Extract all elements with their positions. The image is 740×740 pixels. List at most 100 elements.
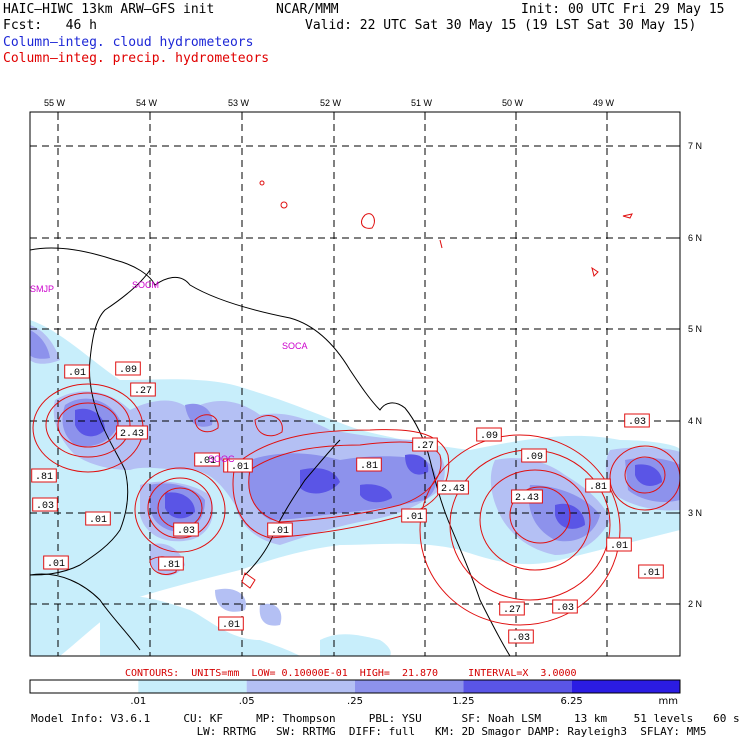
contour-label: 2.43 (120, 429, 144, 440)
lat-label: 5 N (688, 324, 702, 334)
contour-label-box (227, 458, 253, 473)
contour-label-box (158, 556, 184, 571)
lat-label: 3 N (688, 508, 702, 518)
contour-label-group: .01 .09 .27 2.43 .01 .03 .81 .03 .01 .03 .01 .81 .81… (31, 361, 664, 644)
shade-level-3 (30, 330, 680, 542)
colorbar-swatch (571, 680, 680, 693)
lon-label: 55 W (44, 98, 66, 108)
contour-label-box (115, 361, 141, 376)
colorbar-unit: mm (659, 696, 678, 707)
contour-label: .03 (36, 501, 54, 512)
contour-label-box (173, 522, 199, 537)
contour-label-box (43, 555, 69, 570)
contour-label: .27 (503, 605, 521, 616)
colorbar-swatch (138, 680, 247, 693)
map-frame (29, 111, 681, 657)
lon-labels: 55 W 54 W 53 W 52 W 51 W 50 W 49 W (44, 98, 615, 108)
colorbar-swatch (463, 680, 572, 693)
colorbar-tick-label: .01 (130, 696, 146, 707)
colorbar-tick-label: .05 (239, 696, 255, 707)
contour-label: .01 (231, 462, 249, 473)
org-label: NCAR/MMM (276, 2, 339, 17)
field-cloud-label: Column–integ. cloud hydrometeors (3, 35, 254, 50)
frame-ticks (57, 112, 680, 605)
contour-label: .03 (556, 603, 574, 614)
contour-label: 2.43 (515, 493, 539, 504)
contour-label-box (356, 457, 382, 472)
lon-label: 52 W (320, 98, 342, 108)
lon-label: 53 W (228, 98, 250, 108)
lat-label: 7 N (688, 141, 702, 151)
contour-label-box (499, 601, 525, 616)
valid-time: Valid: 22 UTC Sat 30 May 15 (19 LST Sat … (305, 18, 697, 33)
colorbar-swatch (30, 680, 139, 693)
contour-label: .81 (360, 461, 378, 472)
contour-info-line: CONTOURS: UNITS=mm LOW= 0.10000E-01 HIGH… (125, 668, 577, 679)
stations: SMJP SOCM SOCA SOOC (30, 280, 308, 464)
station-sooc: SOOC (208, 454, 235, 464)
init-time: Init: 00 UTC Fri 29 May 15 (521, 2, 725, 17)
contour-label-box (638, 564, 664, 579)
colorbar-frame (29, 679, 681, 694)
contour-label: 2.43 (441, 484, 465, 495)
contour-label: .03 (177, 526, 195, 537)
contour-label: .27 (416, 441, 434, 452)
contour-label-box (194, 452, 220, 467)
contour-label-box (511, 489, 543, 504)
contour-label-box (64, 364, 90, 379)
contour-label: .01 (89, 515, 107, 526)
latlon-grid (30, 112, 680, 656)
station-socm: SOCM (132, 280, 159, 290)
shaded-field (30, 320, 680, 656)
contour-label-box (32, 497, 58, 512)
contour-label-box (267, 522, 293, 537)
coastlines (30, 247, 511, 656)
model-info-line-2: LW: RRTMG SW: RRTMG DIFF: full KM: 2D Sm… (31, 725, 707, 738)
contour-label: .01 (405, 512, 423, 523)
contour-label-box (521, 448, 547, 463)
lat-label: 4 N (688, 416, 702, 426)
contour-label-box (476, 427, 502, 442)
lon-label: 50 W (502, 98, 524, 108)
contour-label: .01 (271, 526, 289, 537)
contour-label-box (130, 382, 156, 397)
field-precip-label: Column–integ. precip. hydrometeors (3, 51, 270, 66)
lon-label: 54 W (136, 98, 158, 108)
contour-label-box (437, 480, 469, 495)
contour-label-box (508, 629, 534, 644)
contour-label-box (552, 599, 578, 614)
colorbar-tick-label: 1.25 (452, 696, 474, 707)
contour-label: .81 (35, 472, 53, 483)
shade-level-4 (75, 408, 662, 529)
contour-label: .01 (198, 456, 216, 467)
contour-label: .09 (480, 431, 498, 442)
lat-label: 6 N (688, 233, 702, 243)
lat-label: 2 N (688, 599, 702, 609)
contour-label-box (31, 468, 57, 483)
contour-label: .01 (68, 368, 86, 379)
colorbar-swatch (246, 680, 355, 693)
station-smjp: SMJP (30, 284, 54, 294)
contour-label: .01 (610, 541, 628, 552)
contour-label-box (585, 478, 611, 493)
contour-label-box (401, 508, 427, 523)
contour-label-box (624, 413, 650, 428)
forecast-hour: Fcst: 46 h (3, 18, 97, 33)
model-info-line-1: Model Info: V3.6.1 CU: KF MP: Thompson P… (31, 712, 740, 725)
contour-label: .03 (512, 633, 530, 644)
contour-label-box (412, 437, 438, 452)
model-title: HAIC–HIWC 13km ARW–GFS init (3, 2, 215, 17)
contour-label: .01 (642, 568, 660, 579)
contour-label: .27 (134, 386, 152, 397)
colorbar-tick-label: 6.25 (561, 696, 583, 707)
contour-label: .09 (525, 452, 543, 463)
contour-label: .09 (119, 365, 137, 376)
colorbar-swatch (355, 680, 464, 693)
contour-label: .01 (47, 559, 65, 570)
lon-label: 49 W (593, 98, 615, 108)
colorbar-tick-label: .25 (347, 696, 363, 707)
lat-labels: 7 N 6 N 5 N 4 N 3 N 2 N (688, 141, 702, 609)
station-soca: SOCA (282, 341, 308, 351)
contour-label: .03 (628, 417, 646, 428)
